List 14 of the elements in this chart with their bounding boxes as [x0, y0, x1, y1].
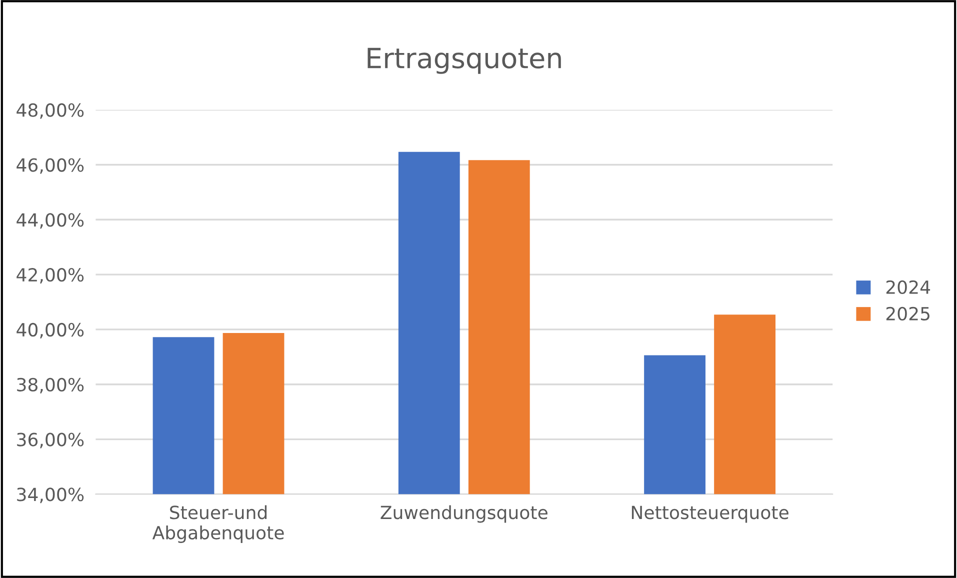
legend-label: 2025 [886, 306, 930, 320]
y-tick-label: 40,00% [16, 322, 84, 338]
y-tick-label: 42,00% [16, 268, 84, 284]
x-tick-label: Zuwendungsquote [380, 505, 548, 523]
y-tick-label: 48,00% [16, 103, 84, 119]
chart-title: Ertragsquoten [368, 48, 561, 74]
y-tick-label: 46,00% [16, 158, 84, 174]
legend-label: 2024 [886, 280, 930, 294]
x-tick-label: Nettosteuerquote [632, 506, 788, 523]
y-tick-label: 44,00% [16, 213, 84, 229]
x-tick-label: Steuer-und Abgabenquote [152, 505, 284, 543]
y-tick-label: 36,00% [17, 432, 84, 448]
y-tick-label: 34,00% [17, 488, 84, 504]
y-tick-label: 38,00% [17, 378, 84, 394]
